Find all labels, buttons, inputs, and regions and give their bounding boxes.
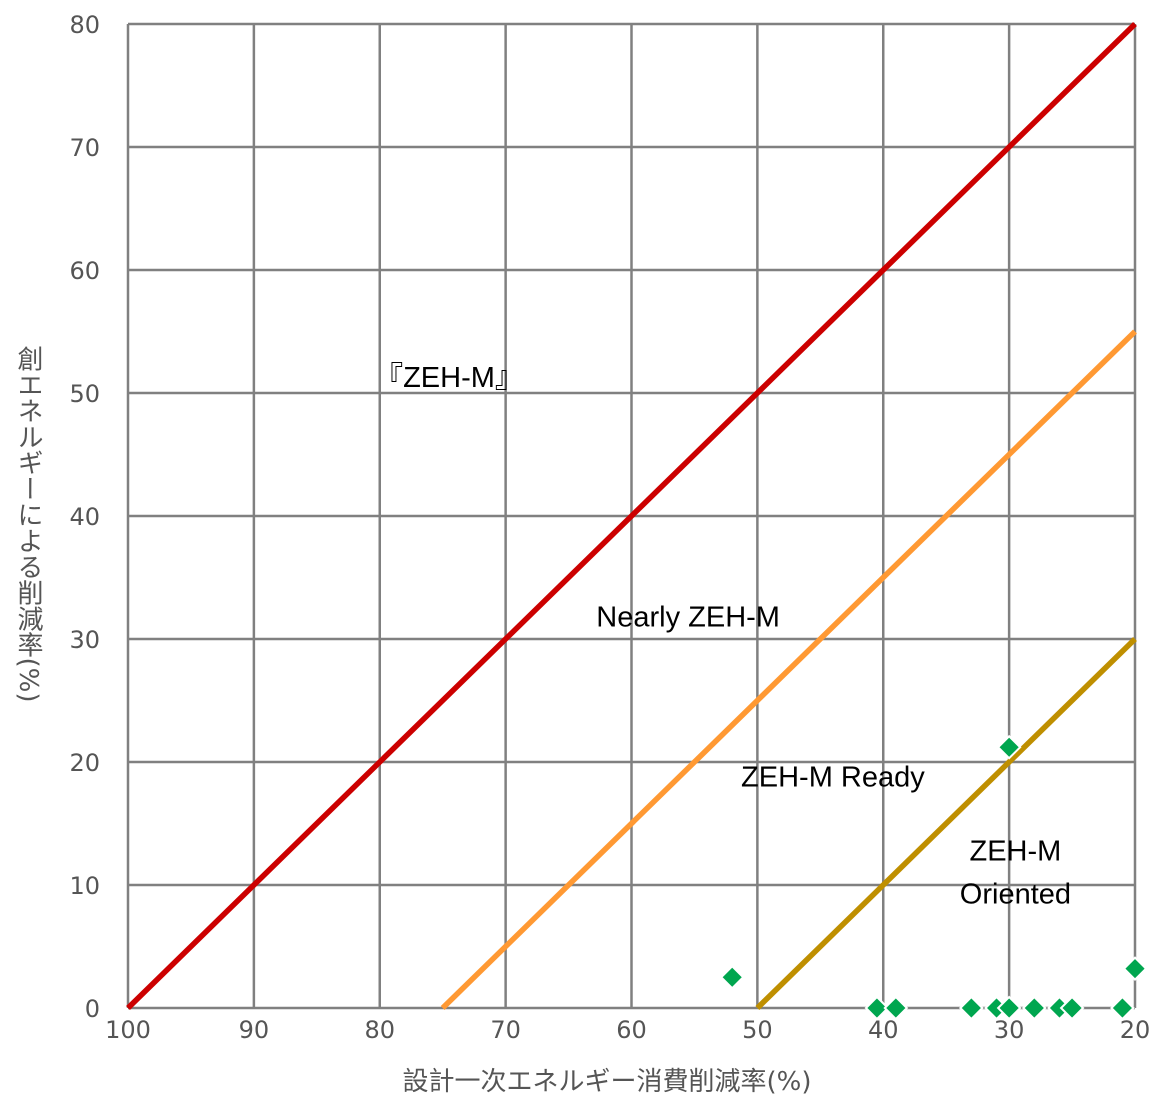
data-point	[883, 995, 909, 1021]
data-point	[996, 734, 1022, 760]
x-tick-label: 80	[364, 1016, 395, 1044]
x-tick-label: 60	[616, 1016, 647, 1044]
region-label: ZEH-M Ready	[741, 762, 925, 794]
y-tick-label: 0	[85, 995, 100, 1023]
data-point	[864, 995, 890, 1021]
data-point	[996, 995, 1022, 1021]
y-tick-label: 70	[69, 134, 100, 162]
x-tick-label: 70	[490, 1016, 521, 1044]
x-tick-label: 50	[742, 1016, 773, 1044]
region-label: Oriented	[960, 878, 1071, 910]
x-tick-label: 30	[994, 1016, 1025, 1044]
x-tick-label: 20	[1120, 1016, 1151, 1044]
y-axis-title: 創エネルギーによる削減率(%)	[13, 345, 43, 702]
y-tick-label: 30	[69, 626, 100, 654]
x-tick-labels: 100 90 80 70 60 50 40 30 20	[105, 1016, 1150, 1044]
data-point	[1059, 995, 1085, 1021]
x-tick-label: 40	[868, 1016, 899, 1044]
data-point	[719, 964, 745, 990]
region-label: 『ZEH-M』	[374, 362, 524, 394]
y-tick-labels: 0 10 20 30 40 50 60 70 80	[69, 11, 100, 1023]
y-tick-label: 20	[69, 749, 100, 777]
series-line-2	[440, 329, 1137, 1010]
y-tick-label: 40	[69, 503, 100, 531]
x-tick-label: 90	[239, 1016, 270, 1044]
y-tick-label: 60	[69, 257, 100, 285]
region-label: ZEH-M	[970, 835, 1062, 867]
region-label: Nearly ZEH-M	[596, 602, 780, 634]
data-point	[1122, 956, 1148, 982]
data-points	[719, 734, 1148, 1021]
data-point	[1021, 995, 1047, 1021]
x-tick-label: 100	[105, 1016, 151, 1044]
series-line-1	[126, 22, 1137, 1010]
series-line-3	[755, 637, 1137, 1010]
data-point	[958, 995, 984, 1021]
y-tick-label: 10	[69, 872, 100, 900]
y-tick-label: 50	[69, 380, 100, 408]
y-tick-label: 80	[69, 11, 100, 39]
x-axis-title: 設計一次エネルギー消費削減率(%)	[403, 1067, 812, 1097]
data-point	[1109, 995, 1135, 1021]
region-labels: 『ZEH-M』 Nearly ZEH-M ZEH-M Ready ZEH-M Orien…	[374, 362, 1071, 911]
series-lines	[126, 22, 1137, 1010]
